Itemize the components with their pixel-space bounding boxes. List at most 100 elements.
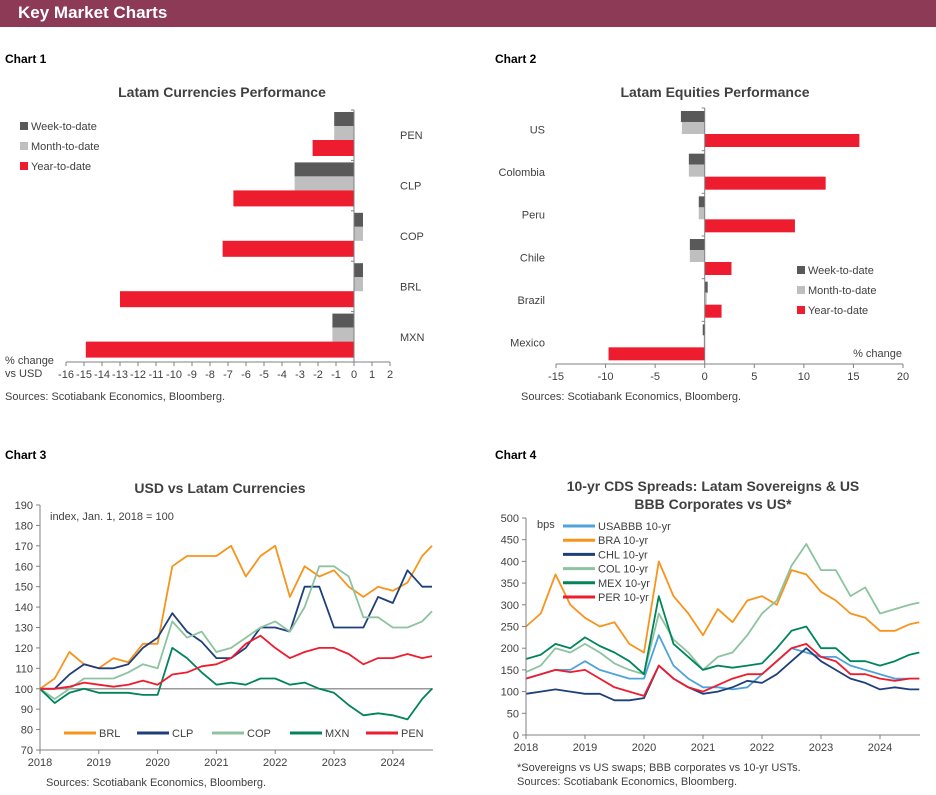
legend-label: Year-to-date	[31, 161, 91, 173]
x-tick-label: 2019	[573, 742, 597, 754]
x-axis-label: % change	[5, 355, 54, 367]
y-tick-label: 180	[15, 520, 33, 532]
bar-year-to-date-peru	[704, 219, 795, 233]
y-tick-label: 140	[15, 602, 33, 614]
legend-label: COP	[247, 728, 271, 740]
x-tick-label: 2022	[750, 742, 774, 754]
chart-3-label: Chart 3	[5, 448, 47, 462]
chart-title: Latam Equities Performance	[620, 84, 809, 100]
x-tick-label: 2021	[204, 757, 228, 769]
x-tick-label: 2024	[381, 757, 405, 769]
series-line-bra-10-yr	[525, 560, 920, 654]
category-label: Colombia	[499, 167, 546, 179]
y-tick-label: 190	[15, 500, 33, 512]
x-tick-label: -3	[295, 369, 305, 381]
x-tick-label: -13	[112, 369, 128, 381]
x-tick-label: -7	[223, 369, 233, 381]
bar-month-to-date-brazil	[704, 292, 707, 305]
category-label: CLP	[400, 181, 421, 193]
category-label: Chile	[520, 252, 545, 264]
category-label: MXN	[400, 332, 425, 344]
legend-label: COL 10-yr	[598, 564, 649, 576]
y-tick-label: 170	[15, 541, 33, 553]
source-note: Sources: Scotiabank Economics, Bloomberg…	[517, 776, 737, 788]
bar-week-to-date-pen	[334, 112, 354, 126]
y-tick-label: 250	[501, 622, 519, 634]
source-note: Sources: Scotiabank Economics, Bloomberg…	[46, 777, 266, 789]
x-tick-label: 1	[369, 369, 375, 381]
x-tick-label: 2020	[632, 742, 656, 754]
x-tick-label: -4	[277, 369, 287, 381]
bar-year-to-date-pen	[312, 140, 354, 156]
bar-month-to-date-pen	[334, 126, 354, 140]
series-line-pen	[40, 634, 433, 690]
legend-swatch	[797, 286, 805, 294]
chart-2-label: Chart 2	[495, 52, 537, 66]
x-tick-label: 10	[798, 371, 810, 383]
chart-title: USD vs Latam Currencies	[134, 480, 305, 496]
x-tick-label: -5	[259, 369, 269, 381]
series-line-chl-10-yr	[525, 647, 920, 702]
x-tick-label: 15	[847, 371, 859, 383]
bar-month-to-date-colombia	[688, 164, 705, 177]
x-axis-label: vs USD	[5, 368, 42, 380]
chart-title: 10-yr CDS Spreads: Latam Sovereigns & US	[567, 478, 860, 494]
legend-swatch	[20, 122, 28, 130]
bar-week-to-date-mxn	[332, 313, 354, 328]
y-tick-label: 80	[21, 725, 33, 737]
bar-year-to-date-colombia	[704, 176, 826, 190]
x-tick-label: -16	[58, 369, 74, 381]
x-tick-label: -8	[205, 369, 215, 381]
legend-label: Month-to-date	[31, 141, 99, 153]
category-label: Mexico	[510, 338, 545, 350]
bar-week-to-date-us	[680, 111, 705, 122]
x-tick-label: 0	[351, 369, 357, 381]
chart-title: Latam Currencies Performance	[118, 84, 326, 100]
x-tick-label: -1	[331, 369, 341, 381]
x-tick-label: 2023	[809, 742, 833, 754]
x-tick-label: -9	[187, 369, 197, 381]
y-tick-label: 0	[513, 730, 519, 742]
y-tick-label: 50	[507, 708, 519, 720]
x-tick-label: -14	[94, 369, 110, 381]
bar-month-to-date-clp	[294, 176, 354, 191]
bar-year-to-date-mexico	[608, 347, 705, 361]
y-tick-label: 120	[15, 643, 33, 655]
y-tick-label: 90	[21, 704, 33, 716]
legend-label: MEX 10-yr	[598, 578, 650, 590]
bar-year-to-date-mxn	[85, 341, 355, 358]
y-tick-label: 350	[501, 578, 519, 590]
legend-label: Year-to-date	[808, 305, 868, 317]
x-tick-label: -6	[241, 369, 251, 381]
x-tick-label: -5	[650, 371, 660, 383]
x-tick-label: -11	[148, 369, 163, 381]
bar-month-to-date-mxn	[332, 327, 354, 342]
header-bar: Key Market Charts	[0, 0, 936, 27]
x-tick-label: 2021	[691, 742, 715, 754]
bar-week-to-date-clp	[294, 162, 354, 177]
legend-label: PEN	[401, 728, 424, 740]
category-label: PEN	[400, 130, 423, 142]
bar-year-to-date-us	[704, 134, 860, 147]
series-line-per-10-yr	[525, 643, 920, 697]
header-title: Key Market Charts	[18, 3, 168, 22]
bar-week-to-date-colombia	[688, 153, 705, 165]
x-tick-label: 2020	[145, 757, 169, 769]
x-tick-label: -2	[313, 369, 323, 381]
legend-swatch	[797, 306, 805, 314]
category-label: COP	[400, 231, 424, 243]
bar-week-to-date-brazil	[704, 281, 708, 293]
legend-label: MXN	[325, 728, 350, 740]
bar-month-to-date-us	[681, 122, 705, 134]
y-tick-label: 400	[501, 556, 519, 568]
bar-year-to-date-clp	[233, 190, 354, 207]
x-tick-label: -15	[76, 369, 92, 381]
chart-4-label: Chart 4	[495, 448, 537, 462]
bar-month-to-date-brl	[354, 277, 363, 292]
series-line-mex-10-yr	[525, 595, 920, 676]
y-tick-label: 70	[21, 745, 33, 757]
legend-label: CHL 10-yr	[598, 549, 648, 561]
chart-annotation: index, Jan. 1, 2018 = 100	[50, 511, 174, 523]
series-line-col-10-yr	[525, 543, 920, 676]
x-tick-label: 2	[387, 369, 393, 381]
